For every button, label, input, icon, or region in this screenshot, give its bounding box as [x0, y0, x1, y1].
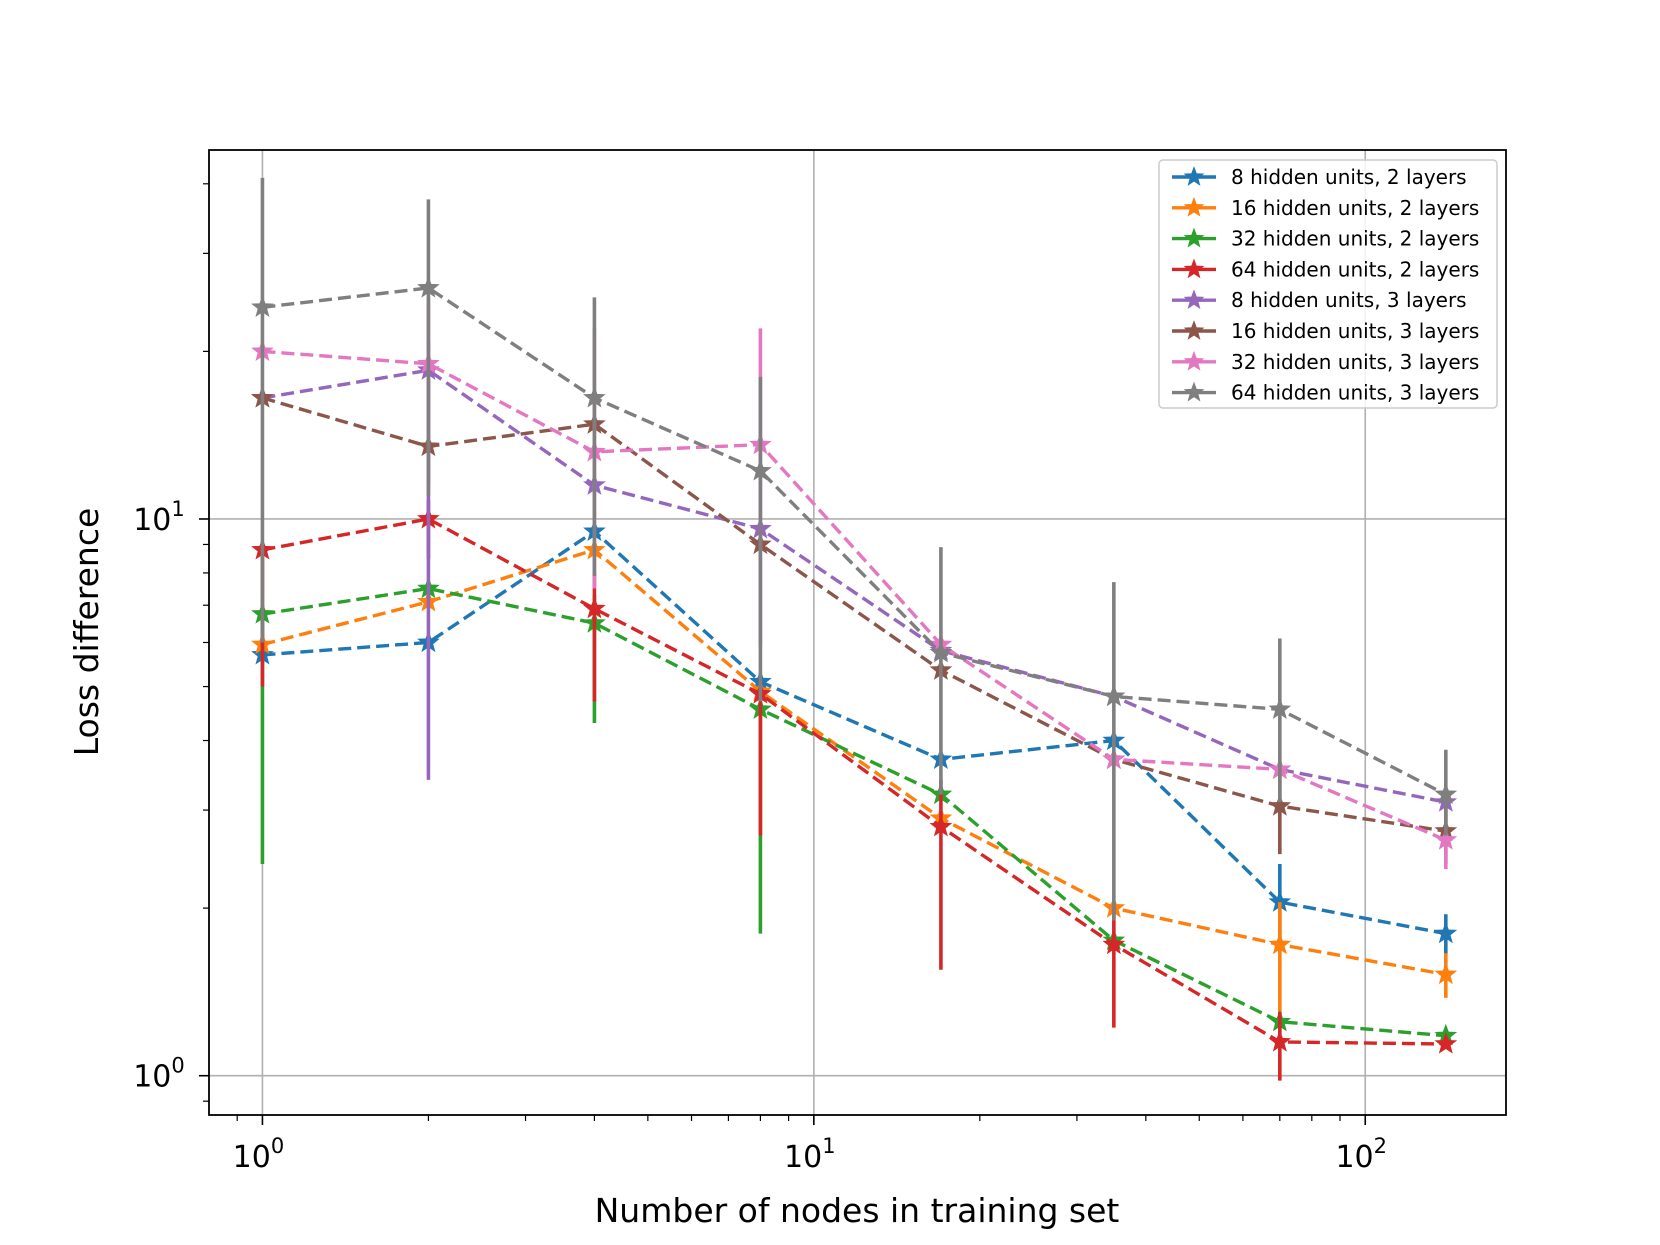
legend-box — [1158, 159, 1498, 409]
x-tick-label: 102 — [1335, 1134, 1387, 1175]
legend-marker — [1183, 227, 1205, 248]
x-axis-label: Number of nodes in training set — [595, 1191, 1120, 1230]
data-point-marker — [417, 276, 440, 298]
data-point-marker — [583, 596, 606, 619]
plot-frame — [208, 149, 1507, 1116]
data-point-marker — [1102, 932, 1126, 955]
legend-entry-label: 16 hidden units, 2 layers — [1231, 196, 1479, 220]
series-line — [262, 586, 1446, 1038]
y-axis-label: Loss difference — [67, 508, 106, 757]
legend-entry-label: 8 hidden units, 2 layers — [1231, 165, 1467, 189]
axis-ticks: 100 101 102 100 101 — [133, 183, 1387, 1175]
data-point-marker — [929, 640, 953, 663]
data-point-marker — [1434, 921, 1458, 944]
data-point-marker — [1268, 1029, 1292, 1052]
series-line — [262, 529, 1447, 936]
legend-marker — [1183, 381, 1205, 402]
data-point-marker — [1268, 932, 1292, 955]
data-point-marker — [1434, 962, 1458, 985]
legend-entry-label: 32 hidden units, 2 layers — [1231, 227, 1479, 251]
data-point-marker — [1102, 684, 1126, 707]
legend: 8 hidden units, 2 layers 16 hidden units,… — [1158, 159, 1498, 409]
series-8 — [251, 177, 1458, 921]
legend-marker — [1183, 350, 1205, 371]
data-point-marker — [929, 814, 953, 837]
legend-entry-label: 64 hidden units, 3 layers — [1231, 381, 1479, 405]
data-point-marker — [583, 385, 606, 408]
series-line — [262, 349, 1447, 842]
legend-entry-label: 64 hidden units, 2 layers — [1231, 257, 1479, 281]
legend-entry-label: 16 hidden units, 3 layers — [1231, 319, 1479, 343]
x-tick-label: 101 — [784, 1134, 836, 1175]
data-point-marker — [1268, 697, 1292, 720]
data-point-marker — [1434, 1032, 1458, 1054]
series-line — [262, 368, 1447, 804]
legend-marker — [1183, 320, 1205, 340]
legend-marker — [1183, 166, 1205, 186]
y-tick-label: 100 — [133, 1054, 185, 1095]
series-line — [262, 517, 1446, 1046]
legend-entry-label: 8 hidden units, 3 layers — [1231, 288, 1467, 312]
y-tick-label: 101 — [133, 497, 185, 538]
legend-marker — [1183, 196, 1205, 217]
legend-marker — [1183, 258, 1205, 279]
x-tick-label: 100 — [233, 1134, 285, 1175]
series-line — [261, 396, 1447, 833]
series-line — [262, 286, 1447, 796]
data-point-marker — [749, 458, 772, 481]
legend-marker — [1183, 289, 1205, 310]
data-point-marker — [251, 295, 274, 317]
legend-entry-label: 32 hidden units, 3 layers — [1231, 350, 1479, 374]
data-point-marker — [1268, 794, 1292, 816]
series-layer — [251, 177, 1458, 1081]
data-point-marker — [1434, 782, 1458, 805]
data-point-marker — [1434, 828, 1458, 850]
